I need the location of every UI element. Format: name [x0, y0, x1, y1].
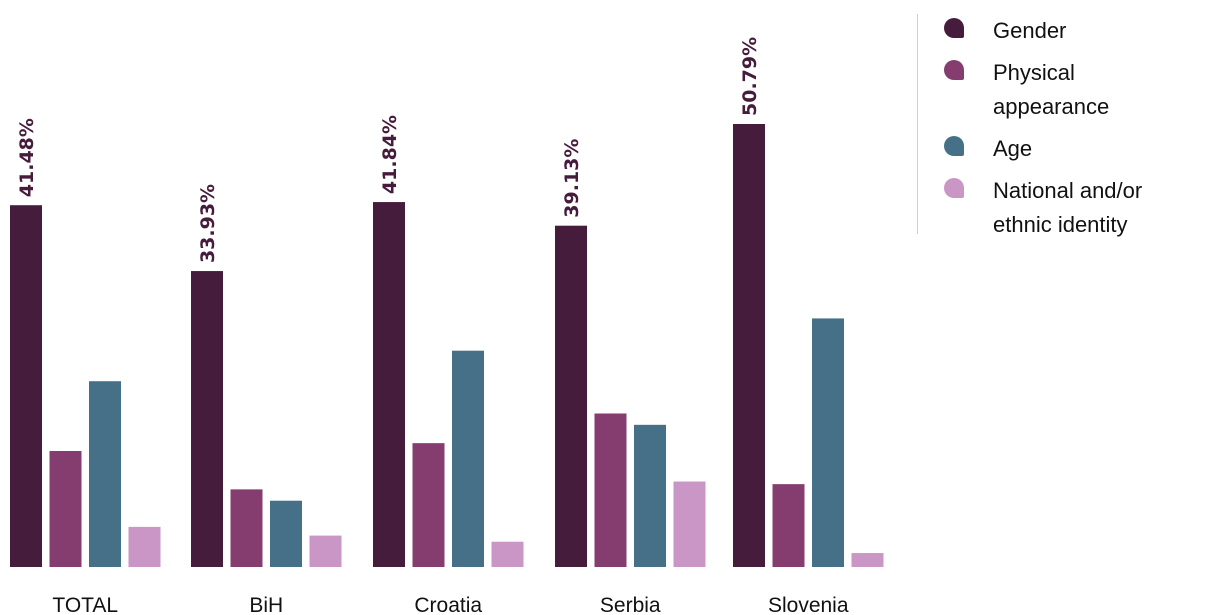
value-label-croatia: 41.84%	[379, 115, 401, 194]
bar-serbia-age	[634, 424, 666, 567]
category-label-total: TOTAL	[52, 594, 118, 615]
bar-total-physical-appearance	[49, 450, 82, 567]
category-label-slovenia: Slovenia	[768, 594, 849, 615]
bar-serbia-national-and-or-ethnic-identity	[673, 481, 706, 567]
legend-gender-icon	[944, 18, 964, 38]
bar-total-age	[89, 381, 121, 567]
legend-label-gender: Gender	[993, 18, 1067, 43]
category-label-serbia: Serbia	[600, 594, 661, 615]
category-label-bih: BiH	[249, 594, 283, 615]
value-label-bih: 33.93%	[197, 184, 219, 263]
bar-serbia-gender	[555, 225, 587, 567]
value-label-serbia: 39.13%	[561, 139, 583, 218]
bar-slovenia-gender	[733, 124, 765, 567]
value-label-slovenia: 50.79%	[739, 37, 761, 116]
bar-croatia-gender	[373, 202, 405, 567]
bar-slovenia-age	[812, 318, 844, 567]
bar-bih-gender	[191, 271, 223, 567]
legend-national-ethnic-identity-icon	[944, 178, 964, 198]
bar-slovenia-physical-appearance	[772, 484, 805, 567]
bar-serbia-physical-appearance	[594, 413, 627, 567]
value-label-total: 41.48%	[16, 118, 38, 197]
bar-croatia-physical-appearance	[412, 443, 445, 567]
bar-croatia-national-and-or-ethnic-identity	[491, 541, 524, 567]
legend-age-icon	[944, 136, 964, 156]
legend-label-national-ethnic-identity: National and/or ethnic identity	[993, 178, 1143, 237]
bar-croatia-age	[452, 350, 484, 567]
bar-chart: 41.48% TOTAL 33.93% BiH 41.84% Croatia 39.13% S…	[10, 37, 884, 615]
legend: Gender Physical appearance Age National …	[917, 14, 1198, 237]
bar-bih-national-and-or-ethnic-identity	[309, 535, 342, 567]
bar-bih-physical-appearance	[230, 489, 263, 567]
legend-label-physical-appearance: Physical appearance	[993, 60, 1110, 119]
legend-label-age: Age	[993, 136, 1033, 161]
bar-total-national-and-or-ethnic-identity	[128, 526, 161, 567]
legend-physical-appearance-icon	[944, 60, 964, 80]
bar-total-gender	[10, 205, 42, 567]
category-label-croatia: Croatia	[414, 594, 482, 615]
bar-slovenia-national-and-or-ethnic-identity	[851, 553, 884, 567]
bar-bih-age	[270, 500, 302, 567]
